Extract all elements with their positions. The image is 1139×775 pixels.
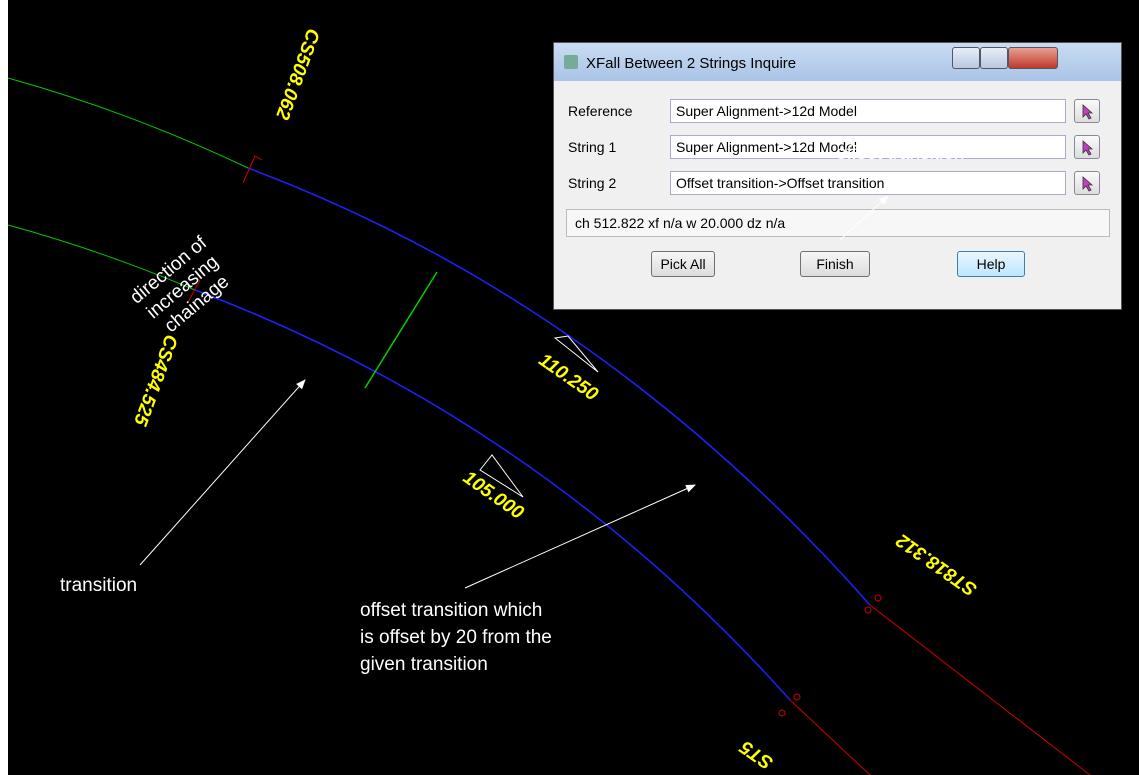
pick-icon: [1082, 176, 1094, 192]
pick-icon: [1082, 140, 1094, 156]
annotation: transition: [60, 575, 137, 596]
pick-button[interactable]: [1074, 171, 1100, 195]
dialog-title: XFall Between 2 Strings Inquire: [586, 55, 797, 72]
green-string: [7, 77, 249, 169]
close-button[interactable]: [1008, 47, 1058, 69]
green-string: [7, 224, 196, 291]
tick-marker: [242, 155, 263, 184]
field-label: String 2: [568, 175, 617, 191]
section-line: [364, 271, 438, 389]
arrow: [464, 484, 696, 589]
minimize-button[interactable]: [952, 47, 980, 69]
tick-marker: [778, 709, 786, 717]
tick-marker: [793, 693, 801, 701]
annotation: offset transition which: [360, 600, 542, 621]
pick-button[interactable]: [1074, 135, 1100, 159]
field-label: Reference: [568, 103, 633, 119]
red-string: [869, 604, 1091, 775]
annotation: is offset by 20 from the: [360, 627, 552, 648]
help-button[interactable]: Help: [957, 251, 1025, 277]
chainage-marker: [479, 454, 524, 498]
status-field: ch 512.822 xf n/a w 20.000 dz n/a: [566, 209, 1110, 237]
red-string: [789, 699, 871, 775]
dialog: XFall Between 2 Strings Inquire Referenc…: [553, 42, 1122, 310]
pick-icon: [1082, 104, 1094, 120]
pick-all-button[interactable]: Pick All: [651, 251, 715, 277]
text-field[interactable]: Super Alignment->12d Model: [670, 99, 1066, 123]
tick-marker: [874, 594, 882, 602]
blue-string: [247, 167, 871, 606]
app-icon: [564, 55, 578, 69]
title-bar: XFall Between 2 Strings Inquire: [554, 43, 1121, 81]
arrow: [139, 379, 306, 566]
text-field[interactable]: Super Alignment->12d Model: [670, 135, 1066, 159]
chainage-marker: [553, 335, 599, 373]
annotation: given transition: [360, 654, 488, 675]
tick-marker: [864, 606, 872, 614]
finish-button[interactable]: Finish: [800, 251, 870, 277]
text-field[interactable]: Offset transition->Offset transition: [670, 171, 1066, 195]
tick-marker: [187, 279, 201, 303]
maximize-button[interactable]: [980, 47, 1008, 69]
pick-button[interactable]: [1074, 99, 1100, 123]
field-label: String 1: [568, 139, 617, 155]
blue-string: [194, 289, 791, 701]
